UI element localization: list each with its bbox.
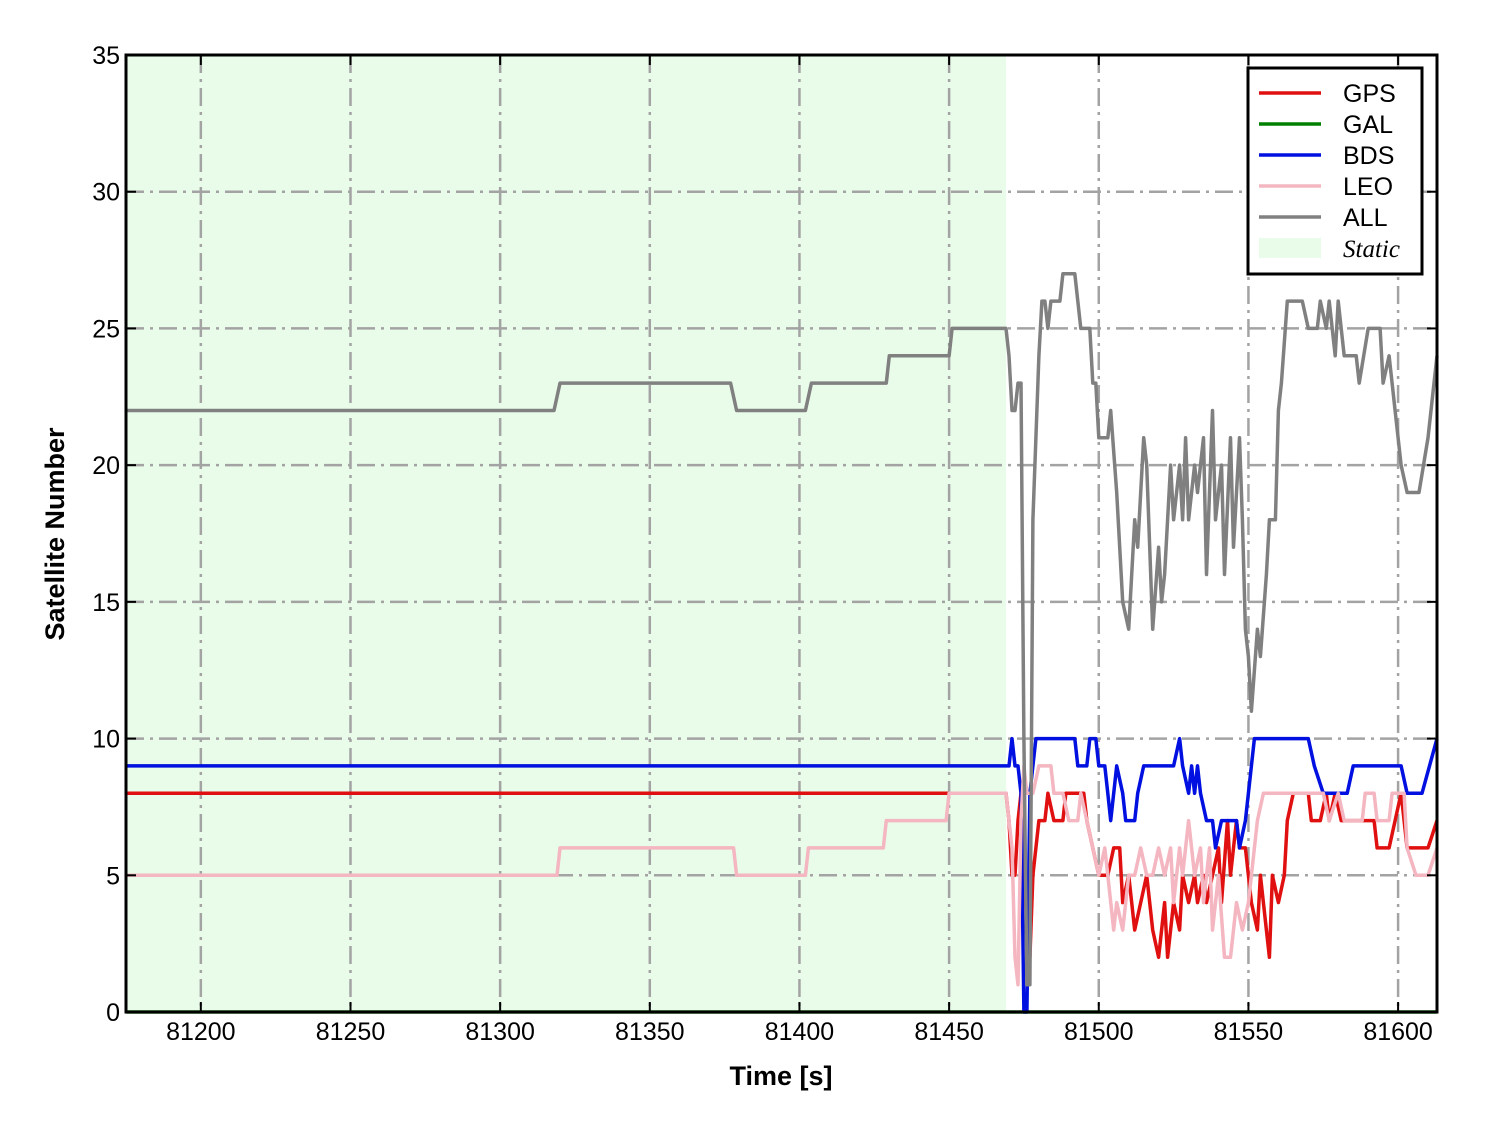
x-tick-label: 81500	[1064, 1018, 1134, 1046]
x-axis-title: Time [s]	[729, 1061, 832, 1091]
y-tick-label: 25	[92, 315, 120, 343]
legend: GPS GAL BDS LEO ALL Static	[1246, 66, 1424, 276]
x-tick-label: 81400	[765, 1018, 835, 1046]
y-tick-label: 35	[92, 42, 120, 70]
legend-label-static: Static	[1343, 236, 1400, 263]
legend-label-bds: BDS	[1343, 142, 1394, 170]
y-tick-label: 20	[92, 452, 120, 480]
legend-label-gal: GAL	[1343, 111, 1393, 139]
y-tick-label: 0	[106, 999, 120, 1027]
legend-label-gps: GPS	[1343, 80, 1396, 108]
tick-layer: 81200 81250 81300 81350 81400 81450 81500 81550…	[92, 42, 1437, 1046]
legend-swatch-static	[1259, 238, 1321, 258]
plot-frame	[124, 53, 1439, 1014]
x-tick-label: 81200	[166, 1018, 236, 1046]
y-tick-label: 30	[92, 179, 120, 207]
y-tick-label: 15	[92, 589, 120, 617]
y-tick-label: 5	[106, 862, 120, 890]
x-tick-label: 81600	[1363, 1018, 1433, 1046]
static-region	[126, 55, 1006, 1012]
y-tick-label: 10	[92, 726, 120, 754]
x-tick-label: 81350	[615, 1018, 685, 1046]
series-line-all	[126, 271, 1439, 987]
y-axis-title: Satellite Number	[40, 427, 70, 641]
series-line-leo	[126, 764, 1439, 987]
x-tick-label: 81450	[914, 1018, 984, 1046]
legend-label-all: ALL	[1343, 204, 1388, 232]
x-tick-label: 81550	[1214, 1018, 1284, 1046]
static-region-layer	[126, 55, 1006, 1012]
legend-label-leo: LEO	[1343, 173, 1393, 201]
x-tick-label: 81300	[465, 1018, 535, 1046]
x-tick-label: 81250	[316, 1018, 386, 1046]
